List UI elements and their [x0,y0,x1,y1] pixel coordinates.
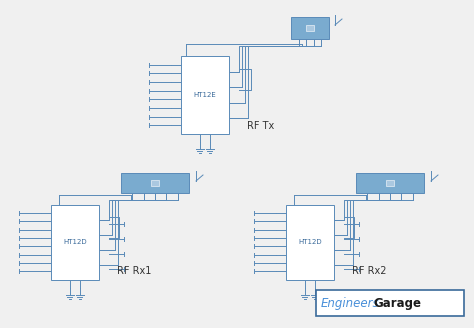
Text: RF Tx: RF Tx [247,121,274,131]
Text: RF Rx1: RF Rx1 [117,266,151,277]
Text: RF Rx2: RF Rx2 [352,266,386,277]
Bar [386,180,394,186]
Bar [51,204,99,279]
Bar [121,173,189,193]
Text: Engineers: Engineers [321,297,380,310]
Text: HT12D: HT12D [298,239,322,245]
Bar [306,25,314,31]
Text: Garage: Garage [373,297,421,310]
Bar [316,290,464,316]
Text: HT12D: HT12D [63,239,87,245]
Bar [291,17,329,39]
Bar [286,204,334,279]
Bar [356,173,424,193]
Bar [151,180,159,186]
Text: HT12E: HT12E [193,92,216,98]
Bar [181,56,229,134]
